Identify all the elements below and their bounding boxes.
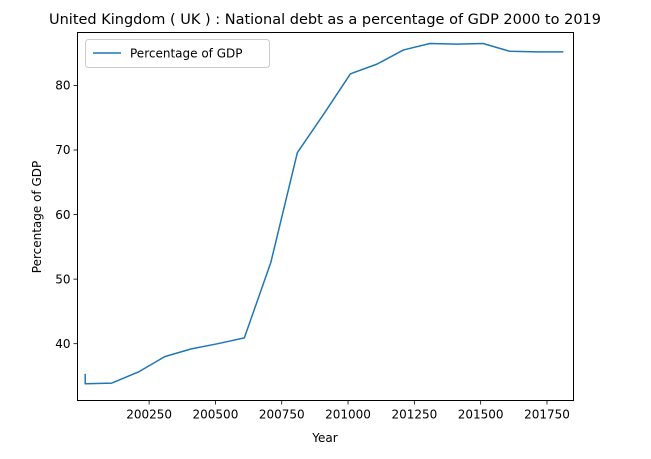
plot-area: 200250 200500 200750 201000 201250 201500 2017… [55, 32, 574, 422]
y-tick-label: 70 [55, 143, 70, 157]
y-tick-label: 60 [55, 208, 70, 222]
x-axis: 200250 200500 200750 201000 201250 201500 2017… [126, 400, 570, 422]
series-line [84, 42, 564, 385]
x-tick-label: 201500 [458, 408, 504, 422]
series-layer [84, 42, 564, 385]
plot-frame [77, 32, 574, 401]
x-tick-label: 200500 [193, 408, 239, 422]
legend-entry: Percentage of GDP [130, 47, 242, 61]
y-axis: 40 50 60 70 80 [55, 79, 78, 351]
x-tick-label: 201000 [325, 408, 371, 422]
y-axis-label: Percentage of GDP [30, 161, 44, 273]
x-tick-label: 201250 [391, 408, 437, 422]
y-tick-label: 80 [55, 79, 70, 93]
x-tick-label: 201750 [524, 408, 570, 422]
x-tick-label: 200750 [259, 408, 305, 422]
legend: Percentage of GDP [85, 39, 270, 68]
x-axis-label: Year [311, 431, 337, 445]
y-tick-label: 40 [55, 337, 70, 351]
legend-box [85, 39, 270, 68]
x-tick-label: 200250 [126, 408, 172, 422]
chart-title: United Kingdom ( UK ) : National debt as… [49, 12, 601, 28]
y-tick-label: 50 [55, 272, 70, 286]
